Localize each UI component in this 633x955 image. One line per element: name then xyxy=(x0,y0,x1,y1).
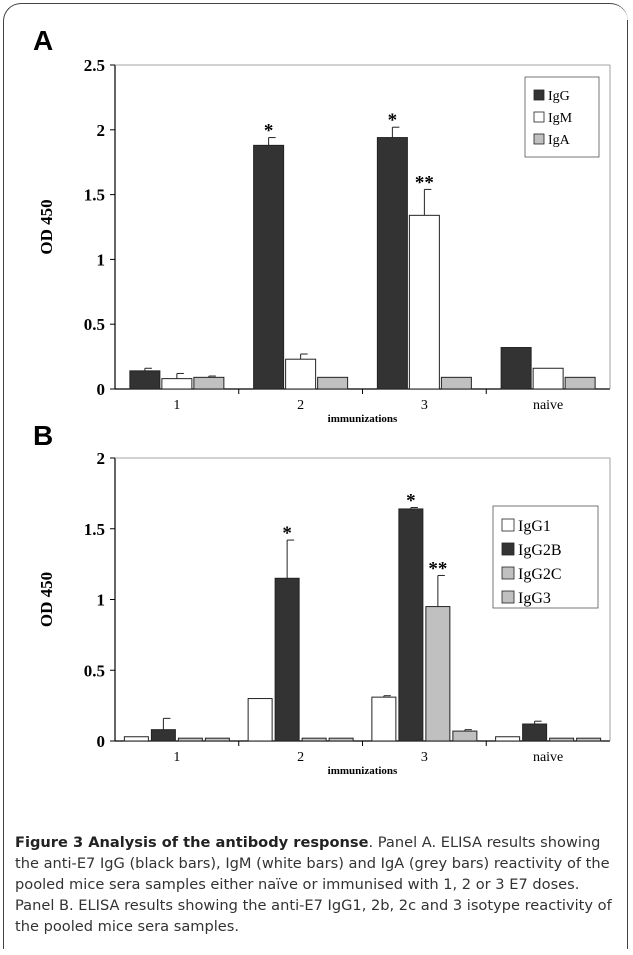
chart1-bar xyxy=(177,737,203,742)
chart0-bar xyxy=(193,376,225,390)
chart1-significance-label: * xyxy=(406,491,416,512)
chart0-x-tick-label: naive xyxy=(533,398,563,413)
chart1-legend-label: IgG2B xyxy=(518,542,562,559)
chart0-bar xyxy=(408,214,440,390)
figure-caption: Figure 3 Analysis of the antibody respon… xyxy=(15,832,620,937)
chart1-y-tick-label: 2 xyxy=(97,449,106,468)
chart0-legend-swatch xyxy=(533,89,545,101)
panel-a-letter: A xyxy=(33,25,54,56)
chart1-bar xyxy=(495,736,521,742)
chart1-bar xyxy=(274,577,300,742)
chart0-legend-label: IgG xyxy=(548,89,570,104)
chart1-x-tick-label: 2 xyxy=(297,750,304,765)
chart0-bar xyxy=(129,370,161,390)
panel-b-letter: B xyxy=(33,420,54,451)
chart1-x-tick-label: 3 xyxy=(421,750,428,765)
chart1-bar xyxy=(301,737,327,742)
chart0-y-tick-label: 0 xyxy=(97,380,106,399)
chart1-legend-label: IgG3 xyxy=(518,590,551,607)
chart1-bar xyxy=(123,736,149,742)
chart0-bar xyxy=(440,376,472,390)
chart1-legend-swatch xyxy=(501,566,515,580)
chart1-significance-label: ** xyxy=(428,558,447,579)
chart0-bar xyxy=(317,376,349,390)
chart1-x-tick-label: naive xyxy=(533,750,563,765)
chart1-y-tick-label: 1.5 xyxy=(84,520,105,539)
chart0-bar xyxy=(285,358,317,390)
chart0-significance-label: * xyxy=(264,121,274,142)
chart0-bar xyxy=(564,376,596,390)
chart0-x-tick-label: 3 xyxy=(421,398,428,413)
chart0-significance-label: ** xyxy=(415,172,434,193)
chart0-y-tick-label: 1.5 xyxy=(84,186,105,205)
chart1-significance-label: * xyxy=(282,523,292,544)
chart1-bar xyxy=(371,696,397,742)
chart1-bar xyxy=(576,737,602,742)
chart0-bar xyxy=(500,347,532,390)
caption-body: . Panel A. ELISA results showing the ant… xyxy=(15,834,612,935)
chart1-x-axis-label: immunizations xyxy=(328,765,398,777)
chart1-bar xyxy=(204,737,230,742)
chart1-bar xyxy=(522,723,548,742)
chart1-bar xyxy=(247,698,273,742)
chart1-bar xyxy=(452,730,478,742)
caption-title: Figure 3 Analysis of the antibody respon… xyxy=(15,834,369,851)
chart1-legend-swatch xyxy=(501,590,515,604)
chart1-bar xyxy=(328,737,354,742)
chart1-y-axis-label: OD 450 xyxy=(37,572,56,627)
figure-frame xyxy=(3,3,628,949)
chart0-bar xyxy=(376,137,408,390)
chart1-y-tick-label: 0.5 xyxy=(84,661,105,680)
chart1-y-tick-label: 1 xyxy=(97,591,106,610)
chart0-x-axis-label: immunizations xyxy=(328,413,398,425)
chart0-legend-swatch xyxy=(533,111,545,123)
chart0-y-tick-label: 2.5 xyxy=(84,56,105,75)
chart0-x-tick-label: 2 xyxy=(297,398,304,413)
chart0-y-tick-label: 2 xyxy=(97,121,106,140)
chart1-bar xyxy=(549,737,575,742)
chart0-y-axis-label: OD 450 xyxy=(37,199,56,254)
chart0-bar xyxy=(161,378,193,390)
chart0-bar xyxy=(253,144,285,390)
chart0-y-tick-label: 1 xyxy=(97,250,106,269)
chart1-legend-label: IgG2C xyxy=(518,566,562,583)
chart1-bar xyxy=(398,508,424,742)
chart1-x-tick-label: 1 xyxy=(173,750,180,765)
chart0-y-tick-label: 0.5 xyxy=(84,315,105,334)
chart1-legend-swatch xyxy=(501,518,515,532)
chart1-legend-swatch xyxy=(501,542,515,556)
chart1-bar xyxy=(150,729,176,742)
figure-frame-edge xyxy=(627,20,628,949)
chart0-significance-label: * xyxy=(388,110,398,131)
chart0-legend-label: IgM xyxy=(548,111,573,126)
chart0-bar xyxy=(532,367,564,390)
chart0-x-tick-label: 1 xyxy=(173,398,180,413)
chart1-y-tick-label: 0 xyxy=(97,732,106,751)
chart1-legend-label: IgG1 xyxy=(518,518,551,535)
chart0-legend-label: IgA xyxy=(548,133,571,148)
chart1-bar xyxy=(425,606,451,742)
chart0-legend-swatch xyxy=(533,133,545,145)
